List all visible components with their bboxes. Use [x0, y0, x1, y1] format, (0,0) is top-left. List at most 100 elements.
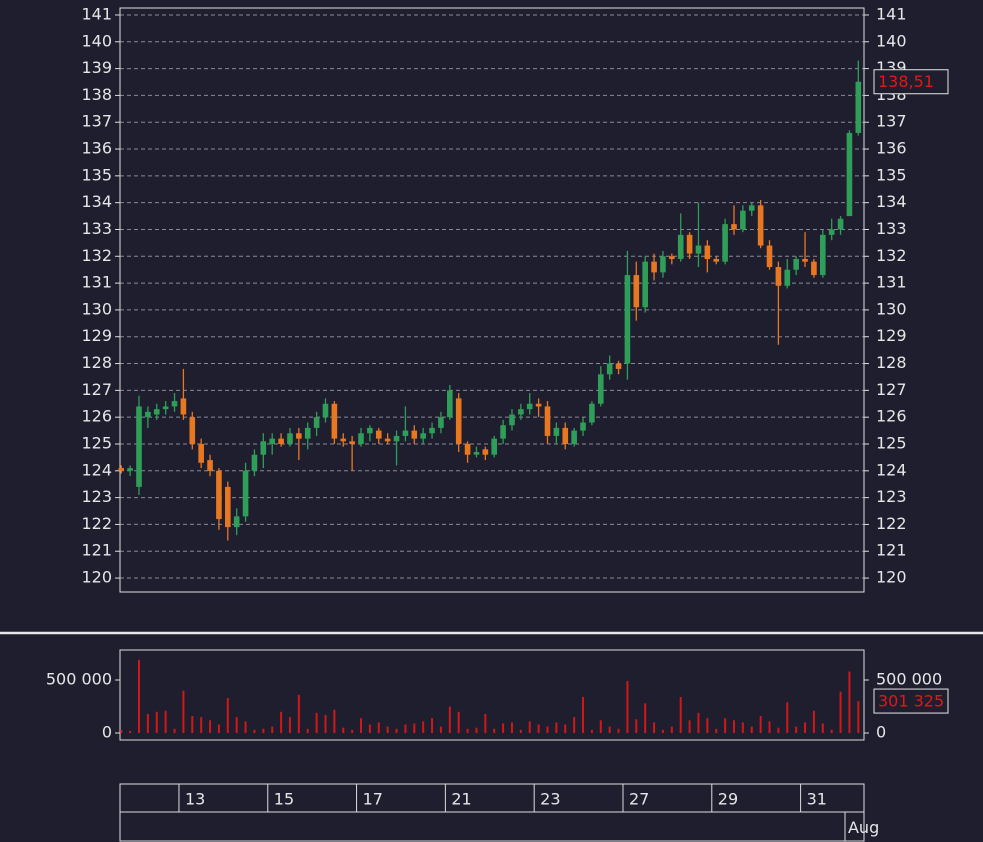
candle-body	[775, 267, 782, 286]
y-tick-label: 121	[81, 541, 112, 560]
candle-body	[740, 210, 746, 230]
y2-tick-label: 128	[876, 353, 907, 372]
candle-body	[429, 427, 435, 434]
volume-bar	[697, 712, 700, 734]
volume-bar	[431, 718, 434, 734]
candle-body	[402, 430, 409, 436]
x-tick-label: 27	[629, 790, 649, 809]
volume-bar	[661, 729, 664, 734]
y-tick-label: 130	[81, 299, 112, 318]
candle-body	[509, 414, 515, 426]
volume-bar	[368, 724, 371, 734]
y-tick-label: 120	[81, 568, 112, 587]
volume-bar	[732, 720, 735, 734]
candle-body	[837, 218, 844, 230]
volume-bar	[377, 722, 380, 734]
volume-bar	[395, 728, 398, 734]
candle-body	[331, 403, 338, 439]
y-tick-label: 135	[81, 165, 112, 184]
candle-body	[562, 427, 569, 444]
volume-bar	[555, 722, 558, 734]
y2-tick-label: 133	[876, 219, 907, 238]
candle-body	[127, 468, 133, 471]
y2-tick-label: 141	[876, 4, 907, 23]
volume-bar	[590, 729, 593, 734]
y2-tick-label: 0	[876, 723, 886, 742]
volume-bar	[457, 711, 460, 734]
candle-body	[313, 417, 320, 428]
candle-body	[748, 205, 755, 211]
plot-frame	[119, 649, 865, 741]
volume-bar	[715, 728, 718, 734]
candle-body	[722, 224, 728, 262]
volume-bar	[342, 727, 345, 734]
volume-bar	[546, 726, 549, 734]
x-tick-label: 21	[451, 790, 471, 809]
volume-bar	[404, 724, 407, 734]
y-tick-label: 125	[81, 433, 112, 452]
candle-body	[766, 245, 773, 268]
volume-bar	[173, 728, 176, 734]
volume-bar	[200, 717, 203, 734]
candle-body	[242, 470, 249, 517]
y2-tick-label: 130	[876, 299, 907, 318]
volume-bar	[502, 723, 505, 734]
y2-tick-label: 121	[876, 541, 907, 560]
candle-body	[669, 256, 675, 259]
y-tick-label: 122	[81, 514, 112, 533]
candle-body	[420, 433, 426, 439]
candle-body	[651, 261, 657, 273]
volume-bar	[573, 717, 576, 734]
volume-bar	[564, 724, 567, 734]
y2-tick-label: 123	[876, 487, 907, 506]
candle-body	[278, 438, 284, 444]
candle-body	[473, 452, 480, 455]
volume-bar	[599, 720, 602, 734]
volume-bar	[439, 726, 442, 734]
y-tick-label: 136	[81, 139, 112, 158]
candle-body	[322, 403, 329, 418]
y2-tick-label: 120	[876, 568, 907, 587]
volume-bar	[466, 728, 469, 734]
volume-bar	[750, 726, 753, 734]
volume-bar	[688, 720, 691, 734]
volume-bar	[795, 726, 798, 734]
last-value-label: 138,51	[878, 72, 934, 91]
candle-body	[731, 224, 737, 230]
volume-bar	[448, 706, 451, 734]
candle-body	[615, 363, 622, 369]
candle-body	[819, 234, 826, 276]
volume-bar	[537, 724, 540, 734]
y-tick-label: 132	[81, 246, 112, 265]
candle-body	[447, 390, 453, 418]
candle-body	[375, 430, 382, 439]
volume-bar	[608, 726, 611, 734]
candle-body	[251, 454, 258, 471]
candle-body	[704, 245, 711, 259]
volume-bar	[297, 694, 300, 734]
volume-bar	[164, 710, 167, 734]
volume-bar	[360, 718, 363, 734]
candle-body	[642, 261, 648, 308]
y-tick-label: 124	[81, 460, 112, 479]
volume-bar	[510, 722, 513, 734]
volume-bar	[635, 719, 638, 734]
candle-body	[713, 258, 720, 262]
candle-body	[802, 258, 808, 262]
volume-bar	[262, 728, 265, 734]
volume-bar	[848, 671, 851, 734]
candle-body	[500, 425, 506, 439]
candle-body	[189, 417, 196, 444]
month-tick-label: Aug	[848, 818, 879, 837]
volume-bar	[146, 713, 149, 734]
y-tick-label: 500 000	[46, 670, 112, 689]
y-tick-label: 0	[102, 723, 112, 742]
y2-tick-label: 137	[876, 112, 907, 131]
volume-bar	[217, 724, 220, 734]
candle-body	[367, 427, 373, 434]
last-value-box	[873, 69, 949, 95]
candle-body	[136, 406, 142, 487]
volume-bar	[857, 701, 860, 734]
volume-bar	[271, 726, 274, 734]
y2-tick-label: 132	[876, 246, 907, 265]
